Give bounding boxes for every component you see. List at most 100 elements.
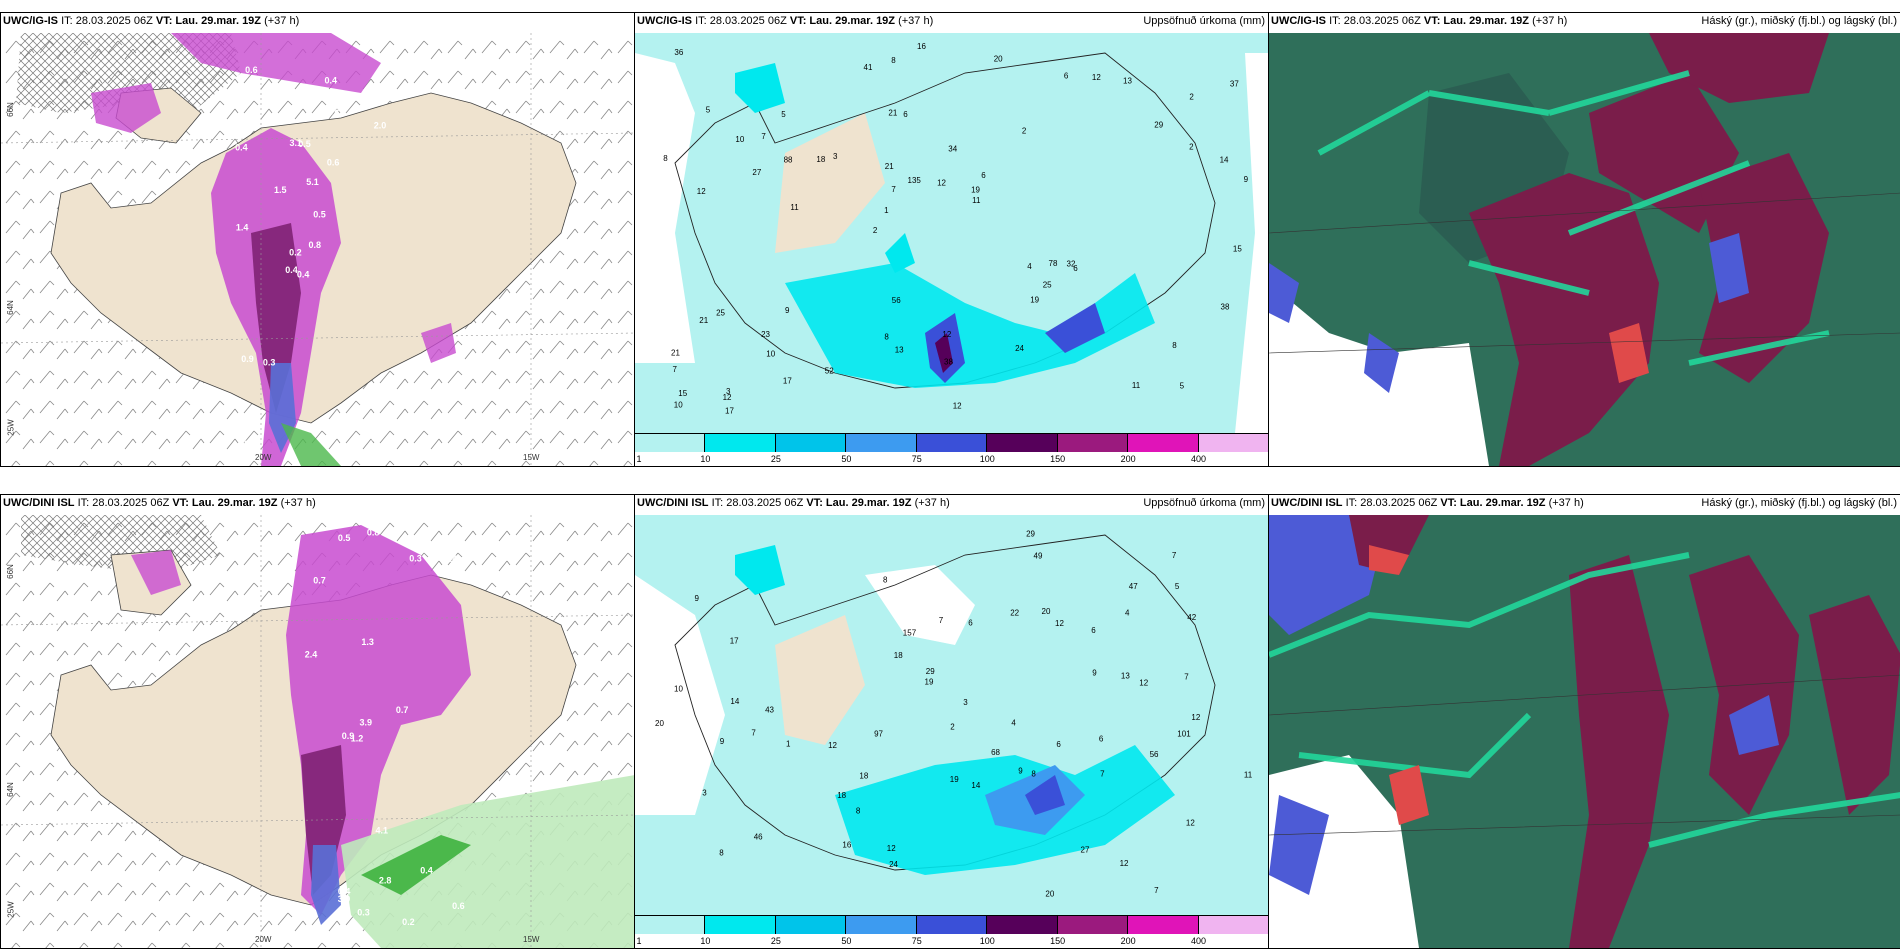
value-label: 2	[950, 722, 955, 731]
value-label: 9	[695, 594, 700, 603]
colorbar-swatch	[916, 434, 988, 452]
colorbar-tick-label: 75	[911, 454, 922, 464]
colorbar-tick-label: 100	[979, 454, 995, 464]
lead-time: (+37 h)	[264, 15, 300, 27]
init-time: IT: 28.03.2025 06Z	[1329, 15, 1421, 27]
value-label: 157	[903, 629, 917, 638]
valid-time: Lau. 29.mar. 19Z	[825, 497, 912, 509]
value-label: 3	[702, 788, 707, 797]
model-name: UWC/IG-IS	[637, 15, 692, 27]
value-label: 4	[1027, 262, 1032, 271]
colorbar-tick-label: 400	[1191, 936, 1207, 946]
valid-label: VT:	[155, 15, 173, 27]
lead-time: (+37 h)	[1548, 497, 1584, 509]
value-label: 7	[1154, 886, 1159, 895]
init-time: IT: 28.03.2025 06Z	[77, 497, 170, 509]
value-label: 3.0	[338, 894, 351, 904]
value-label: 10	[766, 350, 775, 359]
value-label: 4	[1011, 719, 1016, 728]
value-label: 52	[825, 367, 834, 376]
value-label: 0.7	[313, 575, 326, 585]
snow-map-panel-igis: UWC/IG-IS IT: 28.03.2025 06Z VT: Lau. 29…	[0, 12, 636, 467]
cloud-cover-map	[1269, 33, 1900, 466]
value-label: 8	[891, 56, 896, 65]
lat-label-top: 66N	[5, 564, 15, 579]
lead-time: (+37 h)	[280, 497, 316, 509]
model-name: UWC/IG-IS	[1271, 15, 1326, 27]
value-label: 0.5	[338, 533, 351, 543]
precip-amount-labels: 5122223213425371066658942187569118321218…	[663, 42, 1249, 415]
precip-map-panel-igis: UWC/IG-IS IT: 28.03.2025 06Z VT: Lau. 29…	[634, 12, 1270, 467]
value-label: 36	[674, 48, 683, 57]
value-label: 11	[972, 196, 981, 205]
value-label: 3	[833, 152, 838, 161]
product-title: Uppsöfnuð úrkoma (mm)	[1143, 15, 1265, 27]
value-label: 47	[1129, 582, 1138, 591]
colorbar-swatch	[705, 434, 776, 452]
valid-label: VT:	[172, 497, 189, 509]
lon-label-left: 25W	[6, 419, 16, 436]
value-label: 19	[971, 186, 980, 195]
cloud-cover-map	[1269, 515, 1900, 948]
value-label: 2.7	[229, 416, 242, 426]
value-label: 21	[699, 316, 708, 325]
model-name: UWC/DINI ISL	[1271, 497, 1343, 509]
value-label: 0.6	[452, 901, 465, 911]
value-label: 0.6	[327, 157, 340, 167]
value-label: 20	[655, 719, 664, 728]
value-label: 18	[837, 791, 846, 800]
colorbar-swatch	[1057, 916, 1129, 934]
value-label: 0.4	[285, 265, 298, 275]
value-label: 0.2	[402, 917, 415, 927]
value-label: 12	[1139, 678, 1148, 687]
colorbar-tick-label: 200	[1120, 936, 1136, 946]
value-label: 0.4	[420, 865, 433, 875]
valid-label: VT:	[789, 15, 807, 27]
colorbar-tick-label: 25	[770, 936, 781, 946]
colorbar-tick-label: 1	[636, 936, 642, 946]
value-label: 38	[944, 358, 953, 367]
value-label: 17	[730, 636, 739, 645]
value-label: 0.6	[327, 108, 340, 118]
lon-label-15w: 15W	[523, 453, 540, 462]
value-label: 9	[1244, 175, 1249, 184]
colorbar-tick-label: 150	[1050, 936, 1066, 946]
value-label: 19	[950, 775, 959, 784]
colorbar-tick-label: 50	[841, 454, 852, 464]
value-label: 11	[1244, 770, 1253, 779]
value-label: 5	[781, 110, 786, 119]
lead-time: (+37 h)	[898, 15, 934, 27]
lat-label-top: 66N	[5, 102, 15, 117]
colorbar-swatch	[1198, 434, 1269, 452]
colorbar-swatch	[1198, 916, 1269, 934]
colorbar-swatch	[1128, 916, 1199, 934]
value-label: 4.1	[376, 826, 389, 836]
panel-header: UWC/DINI ISL IT: 28.03.2025 06Z VT: Lau.…	[3, 497, 631, 509]
value-label: 3.9	[360, 718, 373, 728]
panel-header: UWC/DINI ISL IT: 28.03.2025 06Z VT: Lau.…	[637, 497, 1265, 509]
value-label: 13	[1121, 672, 1130, 681]
value-label: 12	[1092, 73, 1101, 82]
value-label: 6	[1099, 734, 1104, 743]
value-label: 8	[883, 576, 888, 585]
value-label: 0.7	[396, 705, 409, 715]
lead-time: (+37 h)	[1532, 15, 1568, 27]
value-label: 15	[1233, 245, 1242, 254]
value-label: 16	[842, 840, 851, 849]
value-label: 7	[1184, 673, 1189, 682]
lead-time: (+37 h)	[914, 497, 950, 509]
value-label: 12	[942, 330, 951, 339]
precip-map-panel-dini: UWC/DINI ISL IT: 28.03.2025 06Z VT: Lau.…	[634, 494, 1270, 949]
snow-map-panel-dini: UWC/DINI ISL IT: 28.03.2025 06Z VT: Lau.…	[0, 494, 636, 949]
value-label: 14	[1220, 156, 1229, 165]
value-label: 46	[754, 833, 763, 842]
value-label: 1	[786, 740, 791, 749]
value-label: 6	[1073, 264, 1078, 273]
valid-time: Lau. 29.mar. 19Z	[1443, 15, 1530, 27]
value-label: 29	[1154, 120, 1163, 129]
panel-header: UWC/IG-IS IT: 28.03.2025 06Z VT: Lau. 29…	[3, 15, 631, 27]
colorbar-tick-label: 10	[700, 936, 711, 946]
value-label: 2.8	[379, 876, 392, 886]
